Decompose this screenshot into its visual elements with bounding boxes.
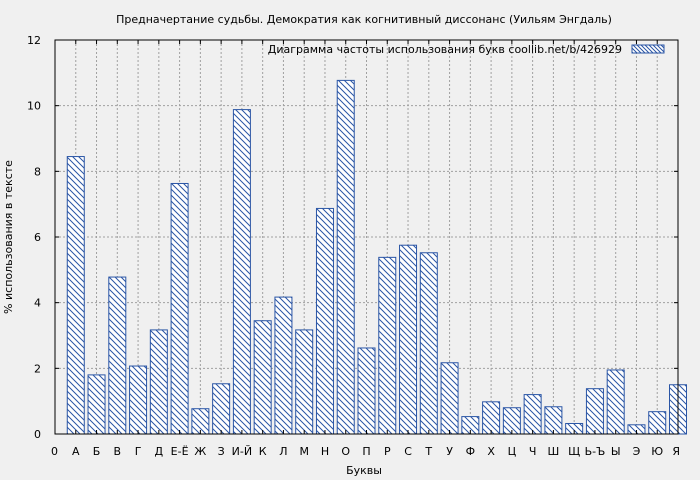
x-axis-label: Буквы — [346, 464, 382, 477]
x-tick-label: И-Й — [232, 445, 252, 458]
y-tick-label: 10 — [27, 100, 41, 113]
y-tick-label: 0 — [34, 428, 41, 441]
y-axis-label: % использования в тексте — [2, 160, 15, 314]
bar — [170, 182, 189, 435]
y-tick-label: 6 — [34, 231, 41, 244]
x-tick-label: 0 — [51, 445, 58, 458]
legend-label: Диаграмма частоты использования букв coo… — [268, 43, 622, 56]
bar — [212, 383, 231, 435]
x-tick-label: А — [72, 445, 80, 458]
x-tick-label: Ю — [651, 445, 663, 458]
bar — [544, 406, 563, 435]
bars — [66, 79, 687, 435]
x-tick-label: Р — [384, 445, 391, 458]
x-tick-label: Ж — [194, 445, 206, 458]
legend-swatch — [631, 44, 665, 54]
x-tick-label: М — [299, 445, 309, 458]
x-tick-label: П — [362, 445, 370, 458]
bar — [440, 362, 459, 435]
bar — [523, 394, 542, 435]
x-tick-label: Ы — [611, 445, 621, 458]
bar — [129, 365, 148, 435]
chart-title: Предначертание судьбы. Демократия как ко… — [116, 13, 612, 26]
bar — [378, 256, 397, 435]
x-tick-label: Е-Ё — [171, 445, 189, 458]
x-tick-label: Я — [672, 445, 680, 458]
x-tick-label: Ш — [548, 445, 560, 458]
bar — [606, 369, 625, 435]
bar — [66, 156, 85, 435]
bar — [399, 244, 418, 435]
x-tick-label: Н — [321, 445, 329, 458]
x-tick-label: Ч — [529, 445, 537, 458]
x-tick-label: Г — [135, 445, 142, 458]
x-tick-label: Ф — [466, 445, 475, 458]
x-tick-label: Х — [487, 445, 495, 458]
x-tick-label: В — [114, 445, 122, 458]
bar — [585, 388, 604, 435]
x-tick-label: О — [341, 445, 350, 458]
x-tick-label: Т — [424, 445, 432, 458]
bar — [315, 207, 334, 435]
bar — [253, 320, 272, 435]
bar — [419, 252, 438, 435]
x-tick-label: Д — [155, 445, 164, 458]
bar — [357, 347, 376, 435]
x-axis-ticks: 0 А Б В Г Д Е-Ё Ж З И-Й К Л М Н О П Р С Т У Ф Х Ц Ч Ш Щ Ь-Ъ Ы Э Ю Я — [51, 40, 680, 458]
bar — [295, 329, 314, 435]
bar — [274, 296, 293, 435]
x-tick-label: Ь-Ъ — [585, 445, 606, 458]
x-tick-label: З — [218, 445, 225, 458]
x-tick-label: Э — [633, 445, 641, 458]
x-tick-label: К — [259, 445, 267, 458]
y-tick-label: 12 — [27, 34, 41, 47]
x-tick-label: С — [404, 445, 412, 458]
bar — [108, 276, 127, 435]
x-tick-label: Щ — [568, 445, 580, 458]
bar — [336, 79, 355, 435]
y-tick-label: 2 — [34, 362, 41, 375]
x-tick-label: Б — [93, 445, 101, 458]
y-tick-label: 8 — [34, 165, 41, 178]
y-axis-ticks: 0 2 4 6 8 10 12 — [27, 34, 678, 441]
x-tick-label: Ц — [508, 445, 517, 458]
bar — [87, 374, 106, 435]
bar — [149, 329, 168, 435]
y-tick-label: 4 — [34, 297, 41, 310]
bar — [232, 109, 251, 435]
bar — [482, 401, 501, 435]
x-tick-label: У — [446, 445, 453, 458]
x-tick-label: Л — [279, 445, 287, 458]
legend: Диаграмма частоты использования букв coo… — [268, 43, 665, 56]
